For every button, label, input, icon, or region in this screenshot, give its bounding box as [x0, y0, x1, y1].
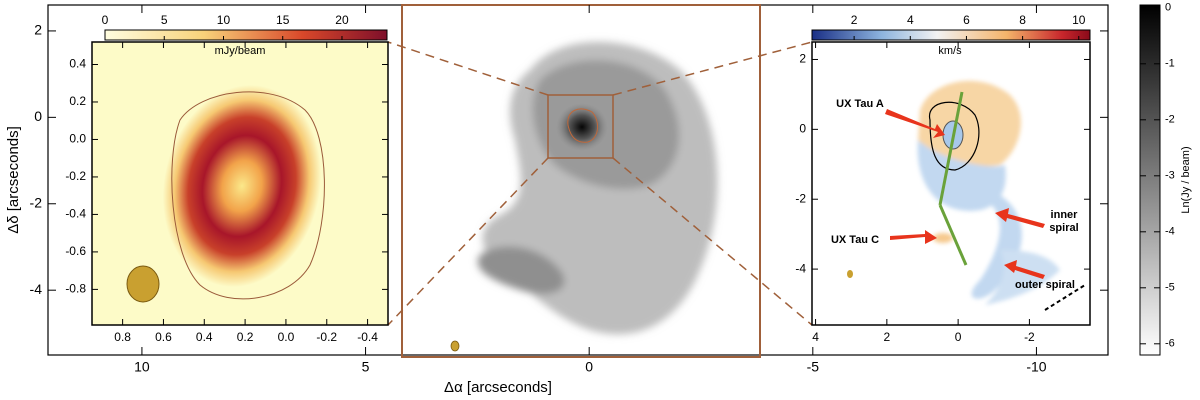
colorbar-tick-label: 15: [276, 13, 290, 27]
y-tick-label: 2: [34, 22, 42, 38]
colorbar-tick-label: 5: [161, 13, 168, 27]
colorbar-tick-label: -6: [1165, 338, 1175, 350]
x-tick-label: 0.8: [114, 330, 131, 344]
colorbar-tick-label: 8: [1019, 13, 1026, 27]
colorbar-tick-label: -2: [1165, 114, 1175, 126]
y-tick-label: 0.2: [69, 94, 86, 108]
y-tick-label: -4: [30, 281, 43, 297]
x-tick-label: 4: [812, 330, 819, 344]
y-tick-label: 2: [799, 52, 806, 66]
y-tick-label: 0: [799, 122, 806, 136]
colorbar-right: [811, 29, 1091, 41]
x-tick-label: 0.4: [196, 330, 213, 344]
colorbar-tick-label: 2: [851, 13, 858, 27]
colorbar-tick-label: -3: [1165, 170, 1175, 182]
x-tick-label: -2: [1024, 330, 1035, 344]
left-inset-frame: [91, 41, 389, 326]
x-tick-label: 0.2: [237, 330, 254, 344]
colorbar-tick-label: 0: [1165, 2, 1171, 14]
y-tick-label: 0.4: [69, 57, 86, 71]
colorbar-tick-label: 10: [1072, 13, 1086, 27]
y-tick-label: -2: [795, 191, 806, 205]
left-image: [126, 84, 325, 303]
y-tick-label: -4: [795, 261, 806, 275]
center-image: [450, 41, 718, 352]
right-image: [847, 80, 1086, 311]
colorbar-label: Ln(Jy / beam): [1180, 146, 1192, 213]
colorbar-main: [1139, 4, 1161, 356]
y-tick-label: 0.0: [69, 132, 86, 146]
x-tick-label: 10: [134, 359, 150, 375]
colorbar-tick-label: 0: [102, 13, 109, 27]
x-tick-label: 2: [884, 330, 891, 344]
x-tick-label: 5: [362, 359, 370, 375]
colorbar-label: km/s: [938, 45, 962, 57]
y-axis-label: Δδ [arcseconds]: [5, 126, 22, 234]
right-inset-frame: [811, 41, 1091, 326]
y-tick-label: -0.8: [65, 282, 86, 296]
y-tick-label: -0.2: [65, 169, 86, 183]
x-tick-label: 0: [585, 359, 593, 375]
zoom-lines: [387, 41, 813, 326]
colorbar-left: [104, 29, 388, 41]
colorbar-tick-label: -1: [1165, 58, 1175, 70]
x-tick-label: 0: [955, 330, 962, 344]
colorbar-tick-label: -4: [1165, 226, 1175, 238]
colorbar-tick-label: 10: [217, 13, 231, 27]
colorbar-tick-label: 20: [335, 13, 349, 27]
colorbar-label: mJy/beam: [215, 45, 266, 57]
zoom-frame: [401, 4, 761, 358]
colorbar-tick-label: 6: [963, 13, 970, 27]
x-tick-label: -0.2: [316, 330, 337, 344]
colorbar-tick-label: -5: [1165, 282, 1175, 294]
y-tick-label: 0: [34, 108, 42, 124]
annotation: inner spiral: [1049, 209, 1079, 234]
y-tick-label: -0.4: [65, 207, 86, 221]
x-tick-label: 0.0: [278, 330, 295, 344]
annotation: outer spiral: [1015, 279, 1075, 291]
x-tick-label: 0.6: [155, 330, 172, 344]
zoom-box: [547, 94, 614, 159]
y-tick-label: -0.6: [65, 244, 86, 258]
x-tick-label: -0.4: [357, 330, 378, 344]
y-tick-label: -2: [30, 194, 43, 210]
x-axis-label: Δα [arcseconds]: [444, 379, 552, 396]
x-tick-label: -5: [807, 359, 820, 375]
x-tick-label: -10: [1026, 359, 1046, 375]
annotation: UX Tau C: [830, 234, 880, 246]
annotation: UX Tau A: [836, 98, 884, 110]
colorbar-tick-label: 4: [907, 13, 914, 27]
